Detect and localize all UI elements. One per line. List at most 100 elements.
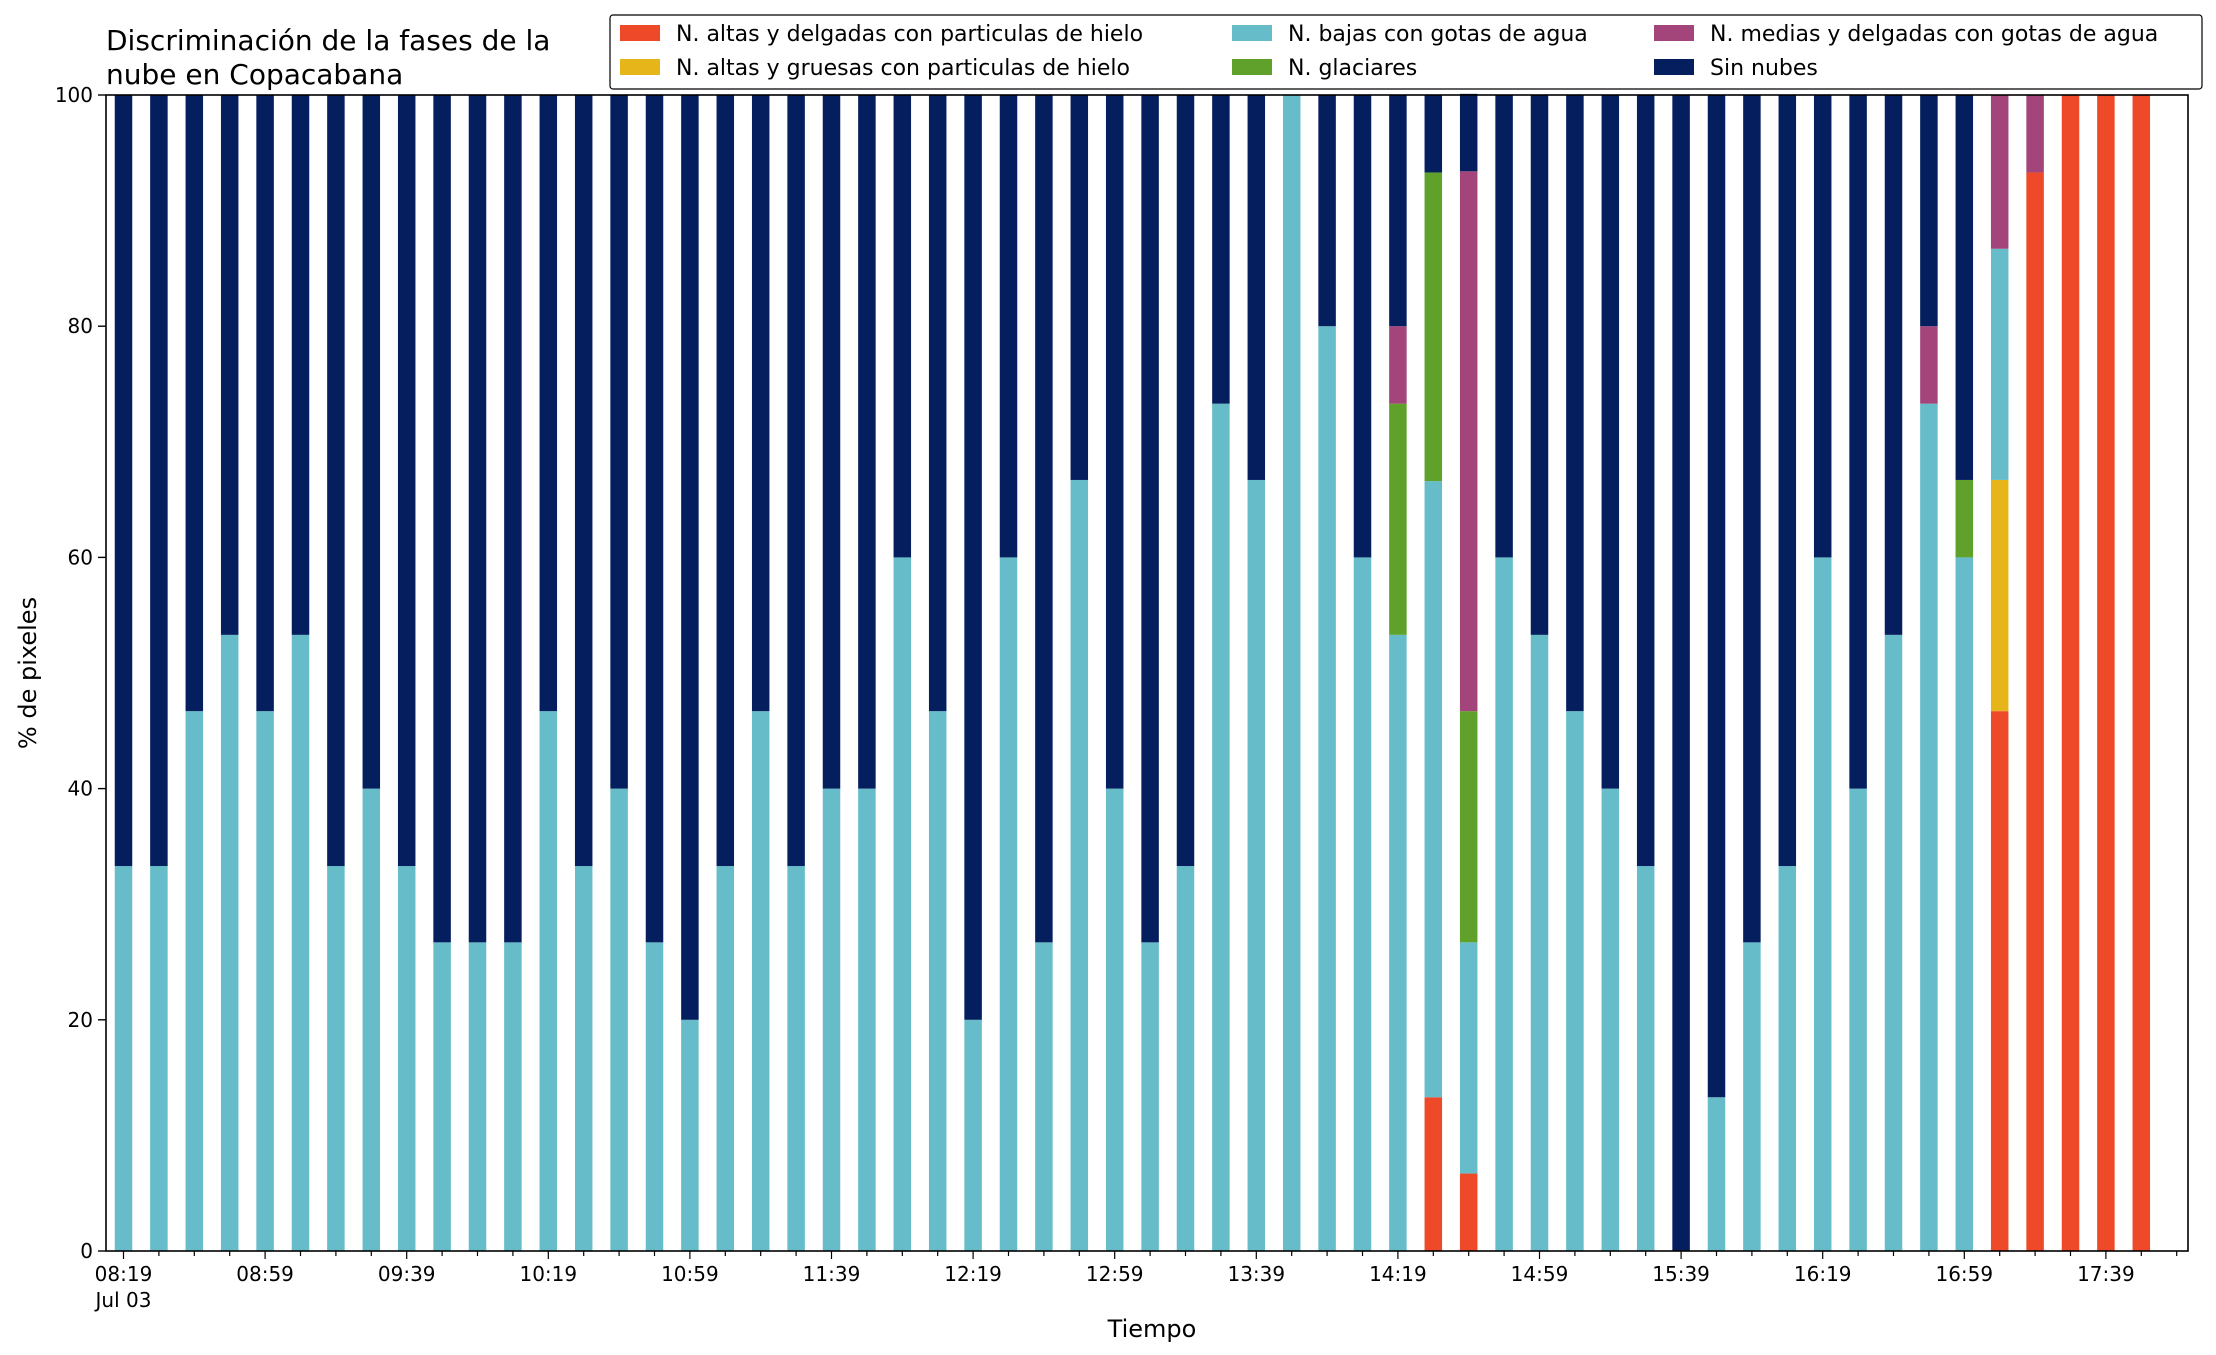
legend-label: N. glaciares <box>1288 56 1417 81</box>
bar-segment <box>1884 95 1903 635</box>
x-tick-label: 10:59 <box>661 1262 719 1286</box>
bar-segment <box>1566 711 1584 1251</box>
y-tick-label: 60 <box>68 545 93 569</box>
bar-segment <box>2097 95 2115 1251</box>
bar-segment <box>150 866 168 1251</box>
bar-segment <box>2026 172 2044 1251</box>
bar-segment <box>1459 171 1478 712</box>
y-tick-label: 40 <box>68 777 93 801</box>
bar-segment <box>1530 634 1549 1251</box>
bar-segment <box>1495 557 1513 1251</box>
bar-segment <box>1707 95 1726 1098</box>
bar-segment <box>999 557 1018 1251</box>
bar-segment <box>1990 711 2009 1251</box>
bar-segment <box>1424 172 1443 482</box>
bar-segment <box>433 942 451 1251</box>
bar-segment <box>1389 326 1407 404</box>
y-tick-label: 80 <box>68 314 93 338</box>
y-tick-label: 100 <box>55 83 93 107</box>
bar-segment <box>1459 1173 1478 1251</box>
y-axis: 0 20 40 60 80 100 <box>55 83 106 1263</box>
x-tick-label: 08:19 <box>95 1262 153 1286</box>
bar-segment <box>1424 481 1443 1098</box>
bar-segment <box>1920 95 1938 327</box>
bar-segment <box>1990 248 2009 480</box>
bar-segment <box>1920 403 1938 1252</box>
bar-segment <box>964 95 982 1020</box>
bar-segment <box>681 95 699 1020</box>
bar-segment <box>291 95 310 635</box>
bar-segment <box>1070 479 1089 1251</box>
bar-segment <box>1849 788 1867 1251</box>
x-tick-label: 08:59 <box>236 1262 294 1286</box>
bar-segment <box>574 866 593 1251</box>
bar-segment <box>1672 95 1690 1251</box>
bar-segment <box>1990 95 2009 249</box>
bar-segment <box>1813 95 1832 558</box>
bar-segment <box>1636 866 1655 1251</box>
x-date-label: Jul 03 <box>94 1288 152 1312</box>
bar-segment <box>1035 95 1053 943</box>
x-tick-label: 13:39 <box>1227 1262 1285 1286</box>
bar-segment <box>1743 95 1761 943</box>
bar-segment <box>1955 95 1974 480</box>
bar-segment <box>1424 95 1443 173</box>
bar-segment <box>1459 942 1478 1174</box>
bar-segment <box>1035 942 1053 1251</box>
bar-segment <box>716 95 735 867</box>
bar-segment <box>291 634 310 1251</box>
bar-segment <box>1318 326 1336 1251</box>
bar-segment <box>858 788 876 1251</box>
bar-segment <box>1459 93 1478 172</box>
bar-segment <box>468 95 487 943</box>
bar-segment <box>1353 557 1372 1251</box>
bar-segment <box>822 788 841 1251</box>
legend-swatch <box>1654 59 1694 75</box>
bar-segment <box>1459 711 1478 943</box>
legend-label: N. altas y gruesas con particulas de hie… <box>676 56 1130 81</box>
plot-frame <box>105 94 2189 1252</box>
x-axis: 08:19 08:59 09:39 10:19 10:59 11:39 12:19 12:59… <box>94 1251 2178 1312</box>
bar-segment <box>468 942 487 1251</box>
bar-segment <box>1105 95 1124 789</box>
bar-segment <box>2026 95 2044 173</box>
bar-segment <box>1424 1097 1443 1251</box>
bar-segment <box>1318 95 1336 327</box>
bar-segment <box>220 634 239 1251</box>
bar-segment <box>610 788 628 1251</box>
bar-segment <box>1212 403 1230 1252</box>
bar-segment <box>327 866 345 1251</box>
bar-segment <box>1778 866 1797 1251</box>
bar-segment <box>1778 95 1797 867</box>
chart-title-line-2: nube en Copacabana <box>106 58 403 91</box>
bar-segment <box>1636 95 1655 867</box>
legend-swatch <box>620 59 660 75</box>
bar-segment <box>504 95 522 943</box>
bar-segment <box>1884 634 1903 1251</box>
bar-segment <box>893 557 912 1251</box>
bar-segment <box>1247 479 1266 1251</box>
bar-segment <box>397 95 416 867</box>
x-tick-label: 12:19 <box>944 1262 1002 1286</box>
y-tick-label: 20 <box>68 1008 93 1032</box>
bar-segment <box>928 95 947 712</box>
bar-segment <box>787 95 805 867</box>
bar-segment <box>1176 95 1195 867</box>
x-tick-label: 12:59 <box>1086 1262 1144 1286</box>
x-tick-label: 15:39 <box>1652 1262 1710 1286</box>
bar-segment <box>114 866 133 1251</box>
legend-label: N. altas y delgadas con particulas de hi… <box>676 22 1143 47</box>
bar-segment <box>1601 95 1620 789</box>
bar-segment <box>1212 95 1230 404</box>
bar-segment <box>1495 95 1513 558</box>
chart-title-line-1: Discriminación de la fases de la <box>106 24 550 57</box>
bar-segment <box>1141 95 1159 943</box>
bar-segment <box>1601 788 1620 1251</box>
legend-label: Sin nubes <box>1710 56 1818 81</box>
bar-segment <box>858 95 876 789</box>
bar-segment <box>1707 1097 1726 1251</box>
bar-segment <box>397 866 416 1251</box>
x-tick-label: 16:19 <box>1794 1262 1852 1286</box>
x-tick-label: 11:39 <box>803 1262 861 1286</box>
legend-frame <box>609 14 2203 90</box>
